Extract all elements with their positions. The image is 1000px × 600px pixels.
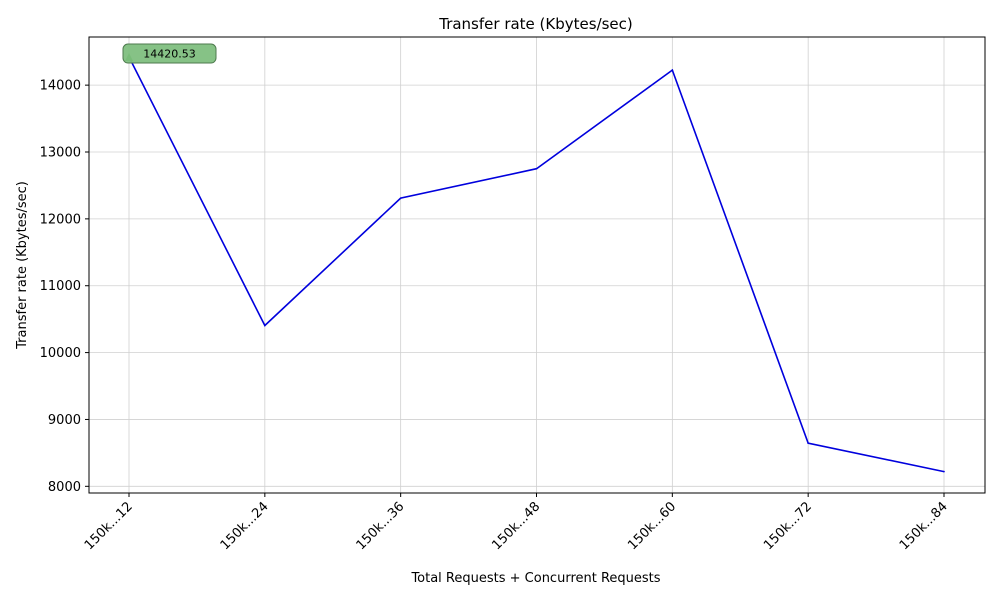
data-point <box>535 167 538 170</box>
data-point <box>399 197 402 199</box>
x-tick-label: 150k...48 <box>489 499 543 553</box>
x-tick-label: 150k...60 <box>625 499 679 553</box>
annotation: 14420.53 <box>122 43 217 64</box>
data-point <box>671 69 674 71</box>
annotation-label: 14420.53 <box>143 48 196 61</box>
data-point <box>264 324 266 327</box>
x-axis: 150k...12 150k...24 150k...36 150k...48 150k… <box>82 493 951 553</box>
x-tick-label: 150k...24 <box>218 499 272 553</box>
grid <box>89 37 985 493</box>
y-tick-label: 13000 <box>40 146 81 161</box>
y-tick-label: 10000 <box>40 346 81 361</box>
y-tick-label: 14000 <box>40 79 81 94</box>
y-tick-label: 8000 <box>48 480 81 495</box>
annotation-box <box>122 43 217 64</box>
y-tick-label: 11000 <box>40 279 81 294</box>
y-tick-label: 9000 <box>48 413 81 428</box>
x-tick-label: 150k...72 <box>761 499 815 553</box>
data-point <box>807 442 809 444</box>
data-point <box>943 470 945 473</box>
chart-title: Transfer rate (Kbytes/sec) <box>438 15 633 33</box>
x-tick-label: 150k...36 <box>354 499 408 553</box>
y-tick-label: 12000 <box>40 212 81 227</box>
x-tick-label: 150k...84 <box>897 499 951 553</box>
plot-frame <box>88 36 986 494</box>
x-axis-label: Total Requests + Concurrent Requests <box>410 571 660 586</box>
x-tick-label: 150k...12 <box>82 499 136 553</box>
y-axis: 8000 9000 10000 11000 12000 13000 14000 <box>40 79 89 495</box>
y-axis-label: Transfer rate (Kbytes/sec) <box>15 181 30 350</box>
